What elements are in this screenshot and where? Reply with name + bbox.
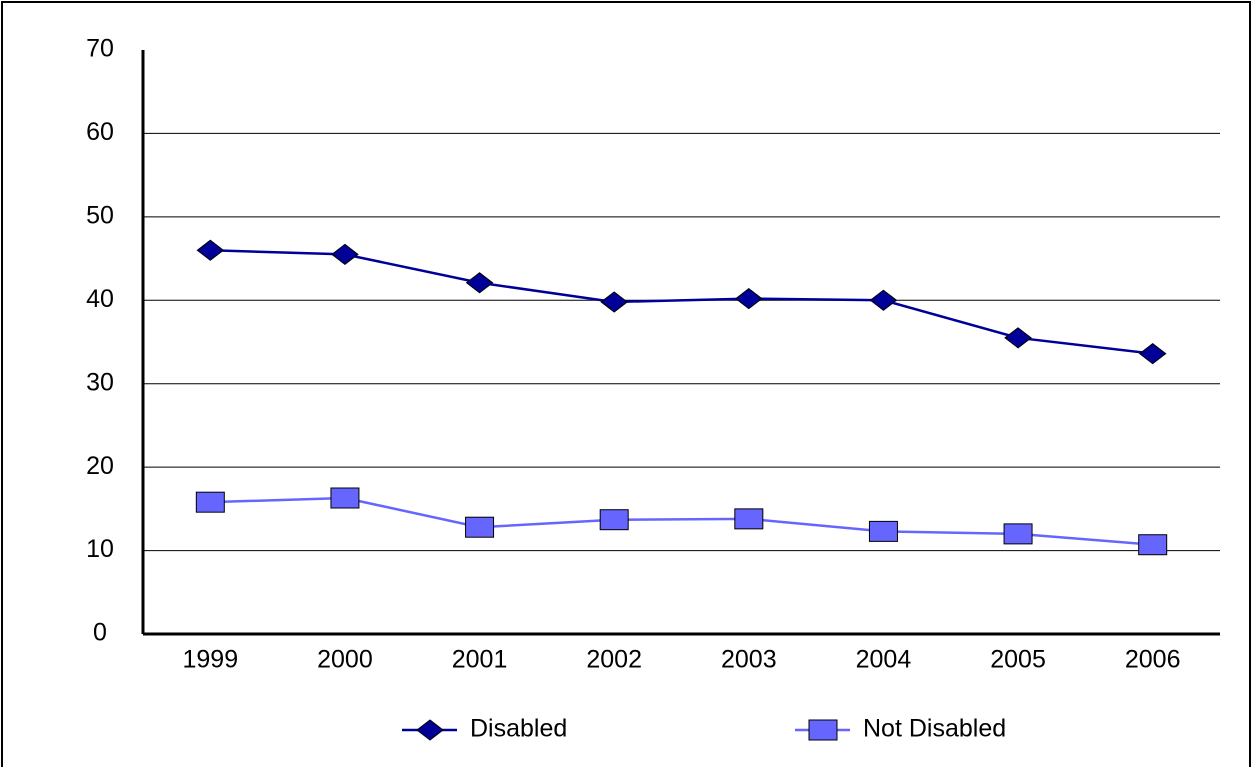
marker — [600, 291, 629, 313]
x-tick-label: 2002 — [586, 646, 642, 674]
series-line — [210, 248, 1153, 355]
marker — [330, 487, 360, 509]
x-tick-label: 2004 — [856, 646, 912, 674]
marker — [869, 289, 898, 311]
x-tick-label: 1999 — [183, 646, 239, 674]
y-tick-label: 0 — [93, 619, 107, 647]
legend-label: Disabled — [470, 715, 567, 743]
x-tick-label: 2001 — [452, 646, 508, 674]
marker — [465, 272, 494, 294]
x-tick-label: 2000 — [317, 646, 373, 674]
y-tick-label: 20 — [86, 452, 114, 480]
marker — [1138, 534, 1168, 556]
marker — [599, 509, 629, 531]
y-tick-label: 10 — [86, 535, 114, 563]
marker — [734, 508, 764, 530]
legend-marker — [808, 719, 838, 741]
marker — [465, 516, 495, 538]
x-tick-label: 2005 — [990, 646, 1046, 674]
y-tick-label: 60 — [86, 118, 114, 146]
marker — [734, 287, 763, 310]
legend-marker — [416, 719, 444, 741]
y-tick-label: 30 — [86, 368, 114, 396]
marker — [331, 243, 359, 266]
marker — [868, 520, 898, 542]
marker — [195, 491, 225, 513]
marker — [1138, 343, 1167, 365]
marker — [1003, 523, 1033, 545]
y-tick-label: 40 — [86, 285, 114, 313]
series-line — [210, 496, 1153, 546]
y-tick-label: 70 — [86, 35, 114, 63]
legend-label: Not Disabled — [863, 715, 1006, 743]
marker — [196, 239, 225, 261]
x-tick-label: 2003 — [721, 646, 777, 674]
marker — [1004, 327, 1032, 349]
y-tick-label: 50 — [86, 201, 114, 229]
x-tick-label: 2006 — [1125, 646, 1181, 674]
